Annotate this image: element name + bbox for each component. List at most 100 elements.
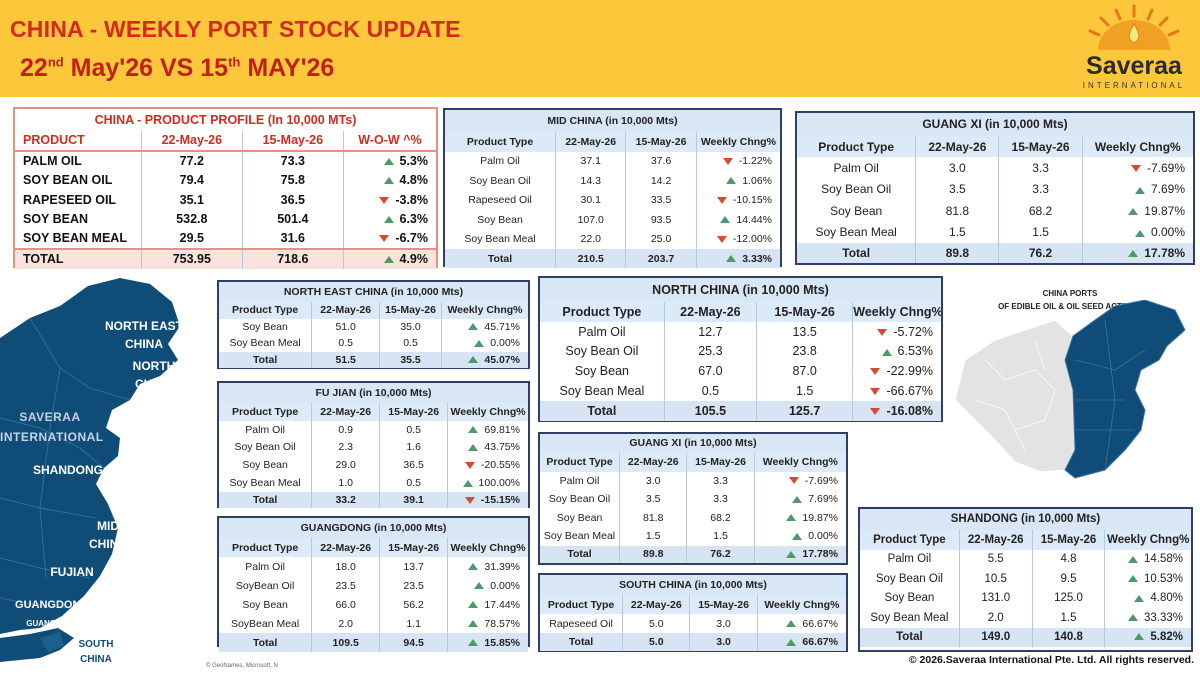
total-row: Total 89.8 76.2 17.78% [797,242,1193,263]
ports-map-caption: CHINA PORTS OF EDIBLE OIL & OIL SEED ACTI… [998,289,1142,311]
page-title: CHINA - WEEKLY PORT STOCK UPDATE [10,16,461,42]
table-row: Rapeseed Oil 5.0 3.0 66.67% [540,614,846,633]
table-row: Soy Bean Oil 10.5 9.5 10.53% [860,569,1191,589]
triangle-up-icon [1127,575,1138,583]
value-cell: 0.5 [379,420,449,439]
table-row: Soy Bean 81.8 68.2 19.87% [797,200,1193,222]
column-header: 22-May-26 [959,530,1033,550]
map-label-mid-china: MID CHINA [89,519,127,551]
logo-name: Saveraa [1086,52,1182,80]
weekly-change-cell: -6.7% [343,228,436,249]
triangle-up-icon [792,532,803,540]
value-cell: 3.5 [915,178,1000,201]
table-row: Soy Bean 51.0 35.0 45.71% [219,318,528,335]
value-cell: 0.5 [311,335,381,352]
table-row: Palm Oil 3.0 3.3 -7.69% [540,471,846,490]
value-cell: 13.7 [379,557,449,576]
weekly-change-cell: 0.00% [1082,221,1193,243]
product-name-cell: Soy Bean Meal [797,221,917,243]
table-row: Soy Bean Oil 3.5 3.3 7.69% [797,178,1193,201]
table-row: Soy Bean Meal 1.0 0.5 100.00% [219,474,528,492]
map-label-north-east-china: NORTH EAST CHINA [105,319,183,351]
map-attribution: © GeoNames, Microsoft, N [206,663,278,669]
header-row: Product Type 22-May-26 15-May-26 Weekly Chn… [797,136,1193,158]
weekly-change-cell: 6.53% [852,341,941,362]
weekly-change-cell: 4.8% [343,170,436,190]
table-row: Soy Bean Oil 3.5 3.3 7.69% [540,490,846,509]
value-cell: 89.8 [619,545,688,563]
triangle-up-icon [726,177,737,185]
triangle-up-icon [468,426,479,434]
table-title: GUANGDONG (in 10,000 Mts) [219,518,528,538]
weekly-change-cell: 14.44% [696,210,780,230]
table-guang-xi: GUANG XI (in 10,000 Mts) Product Type 22-M… [538,432,848,565]
total-row: Total 109.5 94.5 15.85% [219,633,528,652]
product-name-cell: Total [540,545,621,563]
weekly-change-cell: 5.82% [1104,627,1191,647]
triangle-up-icon [1127,555,1138,563]
weekly-change-cell: 66.67% [757,633,846,651]
value-cell: 107.0 [555,210,627,230]
product-name-cell: Total [540,633,624,651]
product-name-cell: SOY BEAN MEAL [15,228,142,249]
total-row: Total 33.2 39.1 -15.15% [219,491,528,508]
triangle-down-icon [464,462,475,469]
triangle-up-icon [383,216,394,224]
value-cell: 0.5 [379,474,449,492]
triangle-up-icon [786,620,797,628]
weekly-change-cell: 0.00% [441,335,528,352]
weekly-change-cell: 69.81% [447,420,528,439]
weekly-change-cell: -10.15% [696,190,780,210]
product-name-cell: Soy Bean Oil [219,438,313,457]
weekly-change-cell: 10.53% [1104,569,1191,589]
product-name-cell: Soy Bean Oil [540,490,621,509]
product-name-cell: Palm Oil [445,151,557,171]
column-header: Product Type [540,453,621,472]
product-name-cell: Rapeseed Oil [445,190,557,210]
value-cell: 14.2 [625,171,697,191]
triangle-up-icon [881,348,892,356]
product-name-cell: Soy Bean [540,508,621,527]
value-cell: 31.6 [242,228,344,249]
triangle-up-icon [1128,250,1139,258]
value-cell: 3.3 [998,178,1083,201]
product-name-cell: Soy Bean Meal [540,527,621,546]
triangle-down-icon [379,235,390,243]
triangle-down-icon [379,196,390,204]
value-cell: 33.2 [311,491,381,508]
value-cell: 0.5 [664,381,758,401]
table-south-china: SOUTH CHINA (in 10,000 Mts) Product Type 2… [538,573,848,652]
column-header: 15-May-26 [756,302,854,322]
column-header: Weekly Chng% [447,538,528,557]
product-name-cell: Soy Bean [219,595,313,614]
table-row: Soy Bean 67.0 87.0 -22.99% [540,361,941,382]
value-cell: 23.5 [379,576,449,595]
total-row: TOTAL 753.95 718.6 4.9% [15,247,436,269]
value-cell: 89.8 [915,242,1000,263]
value-cell: 94.5 [379,633,449,652]
value-cell: 33.5 [625,190,697,210]
value-cell: 1.5 [915,221,1000,243]
header-row: Product Type 22-May-26 15-May-26 Weekly Chn… [445,132,780,152]
column-header: Weekly Chng% [754,453,846,472]
column-header: 15-May-26 [686,453,755,472]
table-row: Soy Bean Meal 2.0 1.5 33.33% [860,608,1191,628]
value-cell: 140.8 [1032,627,1106,647]
triangle-up-icon [468,601,479,609]
value-cell: 76.2 [998,242,1083,263]
table-row: Palm Oil 3.0 3.3 -7.69% [797,157,1193,179]
weekly-change-cell: 0.00% [754,527,846,546]
table-title: FU JIAN (in 10,000 Mts) [219,383,528,403]
product-name-cell: RAPESEED OIL [15,189,142,210]
triangle-up-icon [468,639,479,647]
weekly-change-cell: 3.33% [696,249,780,268]
product-name-cell: Rapeseed Oil [540,614,624,633]
table-china-product-profile: CHINA - PRODUCT PROFILE (In 10,000 MTs) P… [13,107,438,269]
table-row: RAPESEED OIL 35.1 36.5 -3.8% [15,189,436,210]
value-cell: 93.5 [625,210,697,230]
value-cell: 203.7 [625,249,697,268]
value-cell: 66.0 [311,595,381,614]
map-label-north-china: NORTH CHINA [132,359,176,391]
triangle-up-icon [786,514,797,522]
column-header: 22-May-26 [915,136,1000,158]
